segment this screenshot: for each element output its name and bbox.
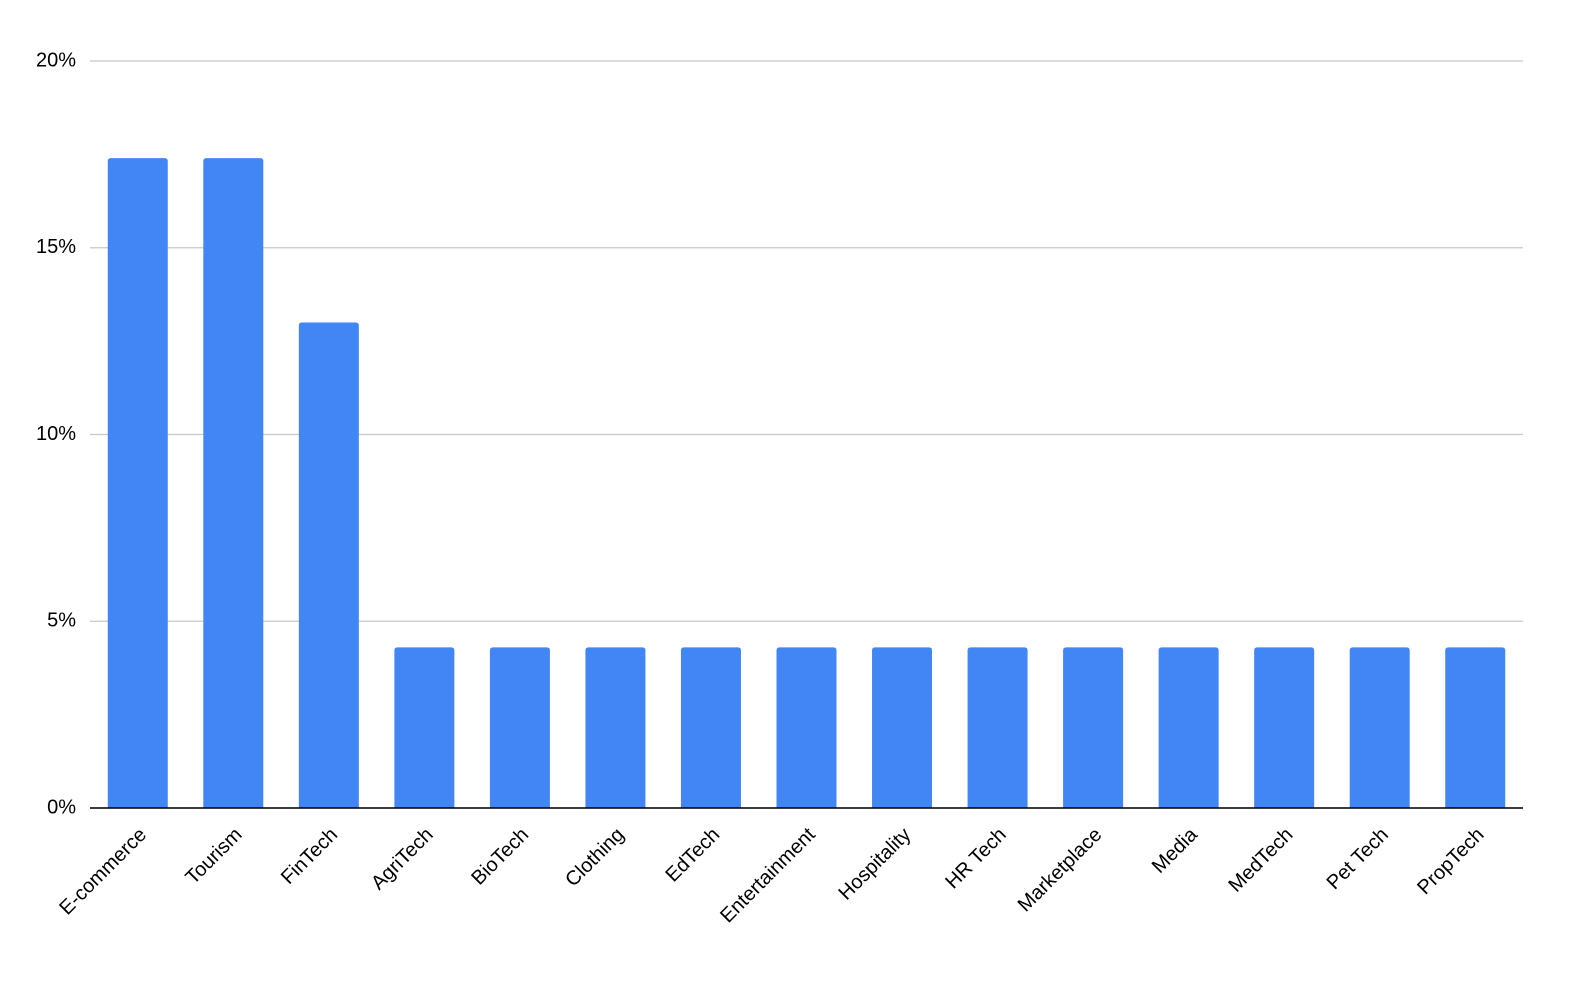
bar <box>394 647 455 808</box>
bar <box>489 647 550 808</box>
x-tick-label: Media <box>1148 823 1203 878</box>
bar <box>680 647 741 808</box>
x-tick-label: AgriTech <box>367 824 438 895</box>
bar <box>585 647 646 808</box>
x-tick-label: Hospitality <box>835 824 916 905</box>
bar <box>776 647 837 808</box>
bar <box>1349 647 1410 808</box>
x-tick-label: Tourism <box>182 824 247 889</box>
y-tick-label: 20% <box>36 49 76 71</box>
x-tick-label: FinTech <box>277 824 342 889</box>
x-tick-label: BioTech <box>467 824 533 890</box>
x-tick-label: Entertainment <box>716 823 820 927</box>
y-tick-label: 15% <box>36 236 76 258</box>
bar <box>107 158 168 809</box>
x-tick-label: Pet Tech <box>1323 824 1393 894</box>
x-tick-label: HR Tech <box>941 824 1011 894</box>
bar <box>298 322 359 808</box>
bar <box>203 158 264 809</box>
x-tick-label: PropTech <box>1413 824 1488 899</box>
bar <box>1445 647 1506 808</box>
y-tick-label: 10% <box>36 423 76 445</box>
bar <box>872 647 933 808</box>
x-tick-label: E-commerce <box>55 824 151 920</box>
x-tick-label: MedTech <box>1224 824 1297 897</box>
x-tick-label: Marketplace <box>1014 824 1107 917</box>
bar <box>967 647 1028 808</box>
bar <box>1158 647 1219 808</box>
y-tick-label: 0% <box>47 796 76 818</box>
bar <box>1254 647 1315 808</box>
bar <box>1063 647 1124 808</box>
x-tick-label: Clothing <box>561 824 628 891</box>
y-tick-label: 5% <box>47 610 76 632</box>
x-tick-label: EdTech <box>662 824 725 887</box>
